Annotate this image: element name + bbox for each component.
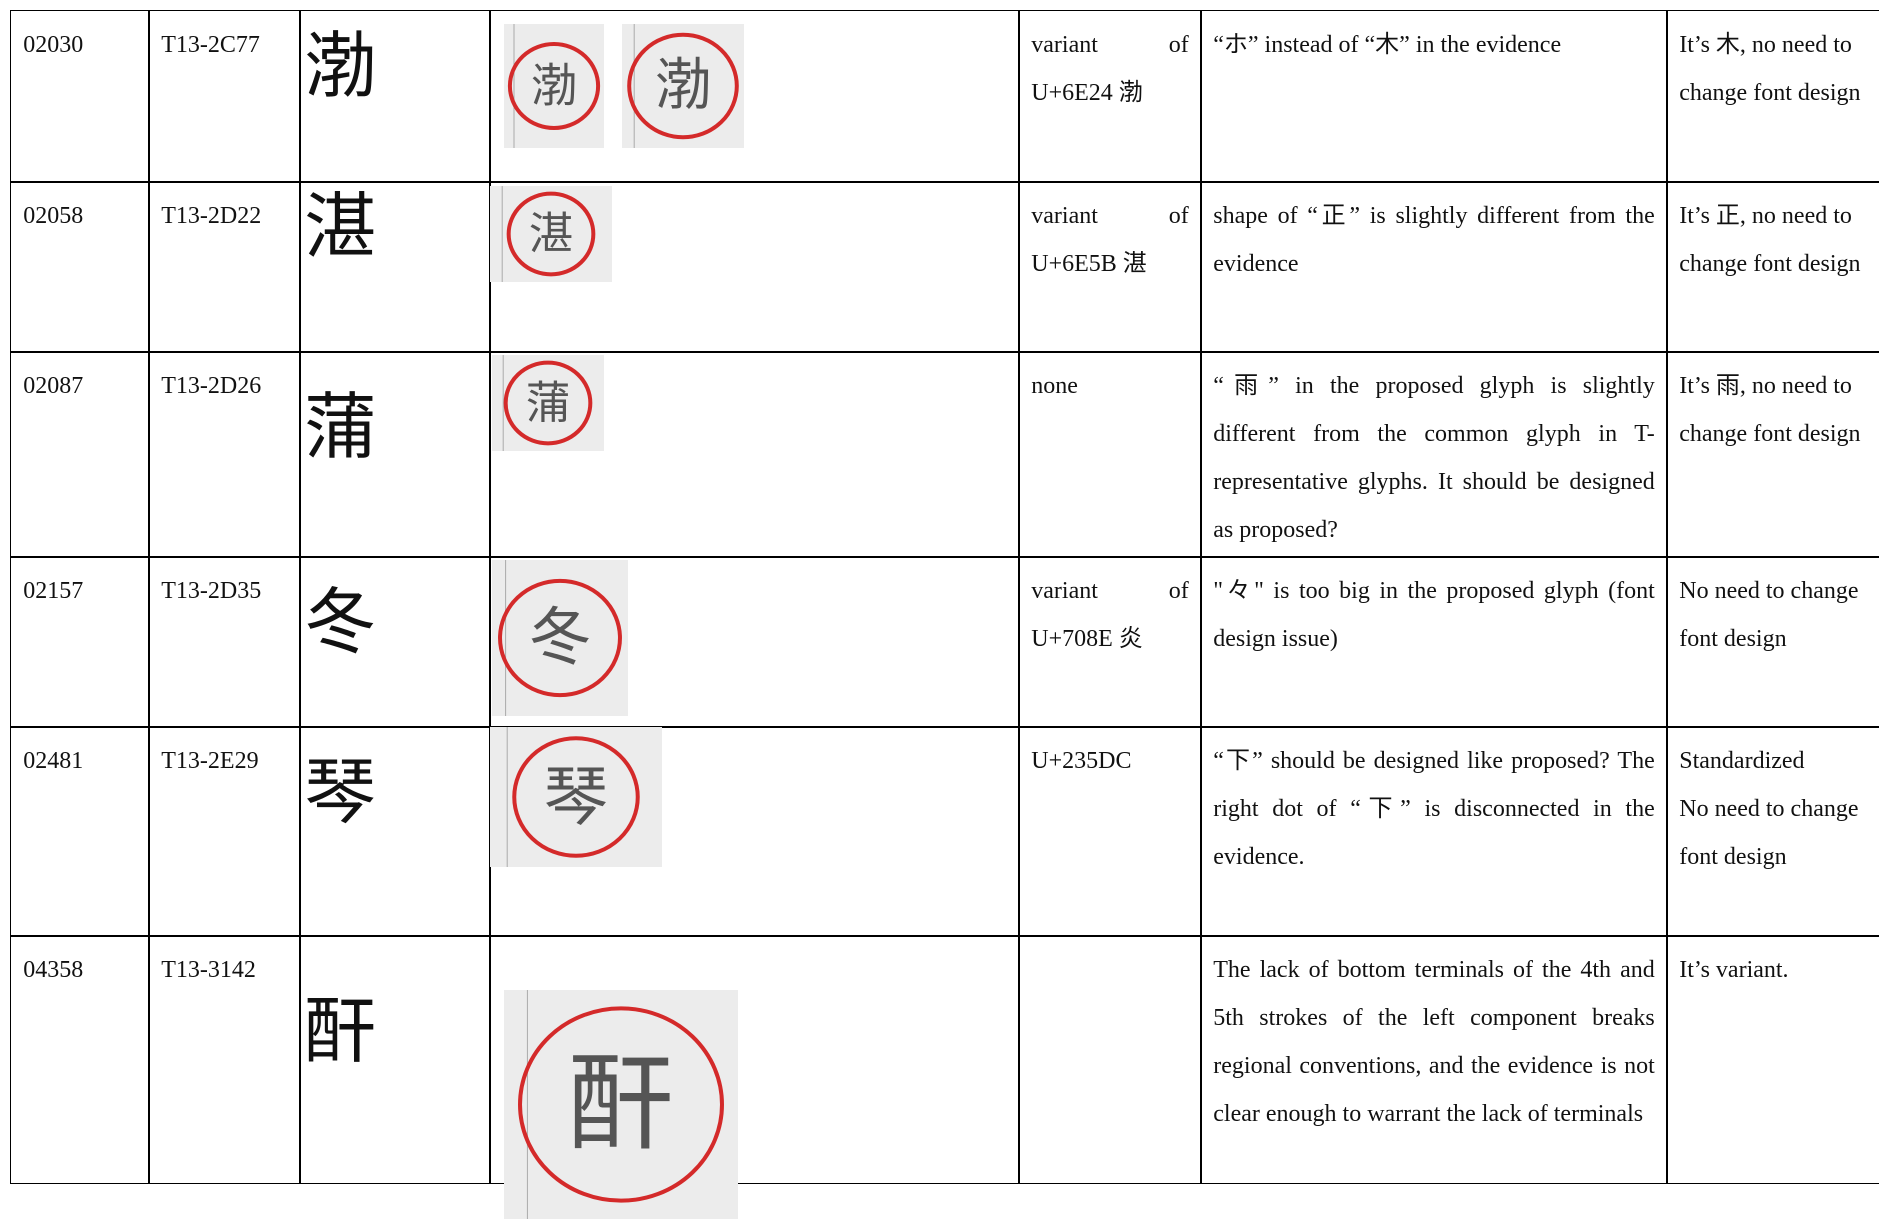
evidence-cell [489, 726, 1020, 937]
code-cell: T13-2D35 [148, 556, 301, 728]
variant-cell: variant of U+6E24 渤 [1018, 10, 1202, 183]
response-line: Standardized [1679, 748, 1805, 775]
evidence-glyph: 琴 [544, 761, 609, 833]
code-cell: T13-2D26 [148, 351, 301, 558]
evidence-background [492, 355, 604, 451]
code-cell: T13-2C77 [148, 10, 301, 183]
evidence-cell [489, 556, 1020, 728]
response-cell: It’s variant. [1666, 935, 1879, 1184]
issue-cell: "々" is too big in the proposed glyph (fo… [1200, 556, 1668, 728]
evidence-circle [518, 1006, 724, 1203]
glyph-cell: 酐 [299, 935, 491, 1184]
evidence-image: 渤 [504, 24, 604, 148]
response-cell: It’s 正, no need to change font design [1666, 181, 1879, 353]
evidence-background [490, 727, 662, 867]
evidence-glyph: 渤 [531, 61, 577, 112]
response-cell: No need to change font design [1666, 556, 1879, 728]
code-cell: T13-2E29 [148, 726, 301, 937]
response-cell: It’s 雨, no need to change font design [1666, 351, 1879, 558]
response-cell: Standardized No need to change font desig… [1666, 726, 1879, 937]
evidence-image: 蒲 [492, 355, 604, 451]
evidence-circle [512, 736, 640, 858]
code-cell: T13-3142 [148, 935, 301, 1184]
evidence-background [622, 24, 744, 148]
id-cell: 04358 [10, 935, 150, 1184]
evidence-glyph: 酐 [568, 1046, 674, 1163]
variant-cell: U+235DC [1018, 726, 1202, 937]
id-cell: 02058 [10, 181, 150, 353]
evidence-cell [489, 935, 1020, 1184]
glyph-cell: 湛 [299, 181, 491, 353]
evidence-circle [506, 191, 596, 277]
evidence-glyph: 冬 [529, 603, 592, 673]
glyph-cell: 琴 [299, 726, 491, 937]
evidence-circle [627, 32, 739, 140]
evidence-image: 冬 [492, 560, 628, 716]
evidence-image: 琴 [490, 727, 662, 867]
evidence-circle [503, 360, 593, 446]
issue-cell: The lack of bottom terminals of the 4th … [1200, 935, 1668, 1184]
evidence-image: 酐 [504, 990, 738, 1219]
id-cell: 02157 [10, 556, 150, 728]
evidence-cell [489, 181, 1020, 353]
issue-cell: “下” should be designed like proposed? Th… [1200, 726, 1668, 937]
evidence-circle [507, 42, 601, 130]
issue-cell: shape of “正” is slightly different from … [1200, 181, 1668, 353]
glyph-cell: 冬 [299, 556, 491, 728]
glyph-cell: 蒲 [299, 351, 491, 558]
id-cell: 02481 [10, 726, 150, 937]
id-cell: 02030 [10, 10, 150, 183]
code-cell: T13-2D22 [148, 181, 301, 353]
evidence-background [492, 560, 628, 716]
evidence-cell [489, 351, 1020, 558]
evidence-glyph: 渤 [655, 55, 711, 117]
evidence-cell [489, 10, 1020, 183]
evidence-glyph: 蒲 [526, 378, 570, 428]
issue-cell: “ホ” instead of “木” in the evidence [1200, 10, 1668, 183]
variant-cell [1018, 935, 1202, 1184]
evidence-background [504, 990, 738, 1219]
evidence-image: 渤 [622, 24, 744, 148]
evidence-image: 湛 [490, 186, 612, 282]
id-cell: 02087 [10, 351, 150, 558]
variant-cell: none [1018, 351, 1202, 558]
variant-cell: variant of U+708E 炎 [1018, 556, 1202, 728]
issue-cell: “雨” in the proposed glyph is slightly di… [1200, 351, 1668, 558]
evidence-circle [498, 578, 622, 698]
response-cell: It’s 木, no need to change font design [1666, 10, 1879, 183]
response-line: No need to change font design [1679, 796, 1859, 871]
variant-cell: variant of U+6E5B 湛 [1018, 181, 1202, 353]
glyph-cell: 渤 [299, 10, 491, 183]
evidence-glyph: 湛 [529, 209, 573, 259]
